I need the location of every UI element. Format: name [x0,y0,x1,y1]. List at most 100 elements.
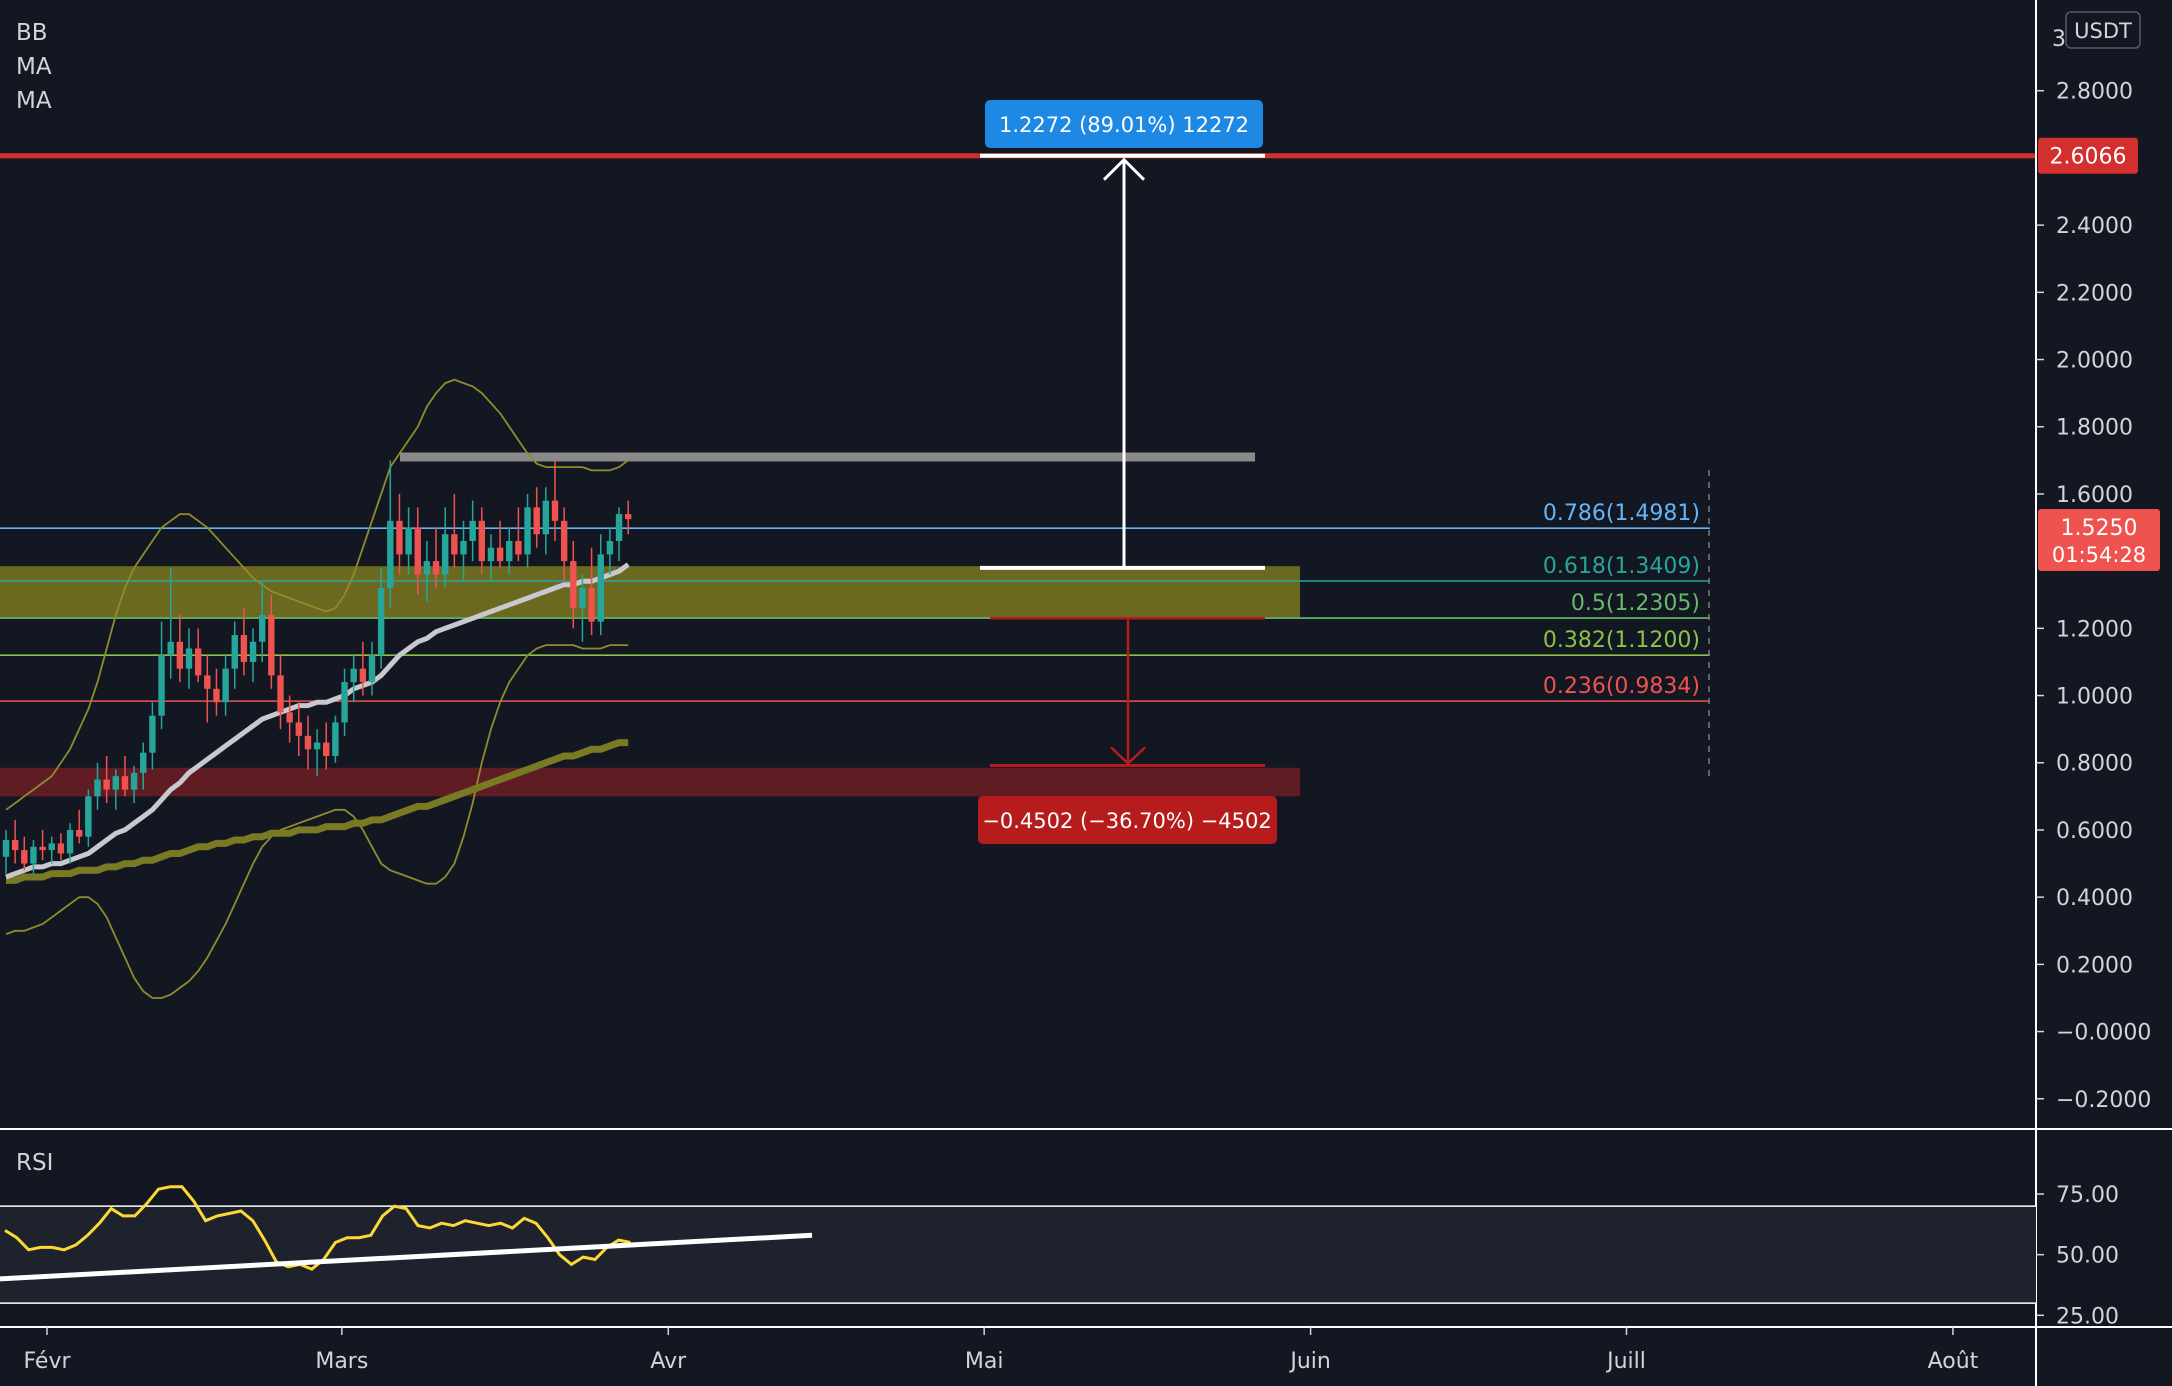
candle [304,715,312,770]
y-tick-label: 0.2000 [2056,953,2133,978]
fibonacci-layer: 0.786(1.4981) 0.618(1.3409) 0.5(1.2305) 0.3… [0,470,1710,780]
candle [11,819,19,864]
candle-body [332,722,339,757]
candle-body [85,796,92,837]
candle-body [140,752,147,773]
x-tick-label: Avr [650,1349,687,1374]
x-tick-label: Juill [1605,1349,1646,1374]
candle-body [615,514,623,541]
y-tick-label: 2.2000 [2056,281,2133,306]
measure-up-label: 1.2272 (89.01%) 12272 [999,113,1249,137]
candle [469,500,476,562]
x-tick-label: Juin [1288,1349,1331,1374]
candle [570,540,577,629]
candle-body [149,715,156,753]
candle-body [524,507,531,555]
candle [57,833,65,861]
candle-body [185,648,193,669]
candle-body [259,614,266,642]
bollinger-bands-layer [5,378,629,999]
x-tick-label: Mai [965,1349,1004,1374]
candle [2,829,10,874]
fib-level-label: 0.236(0.9834) [1543,674,1700,699]
zone-yellow [0,566,1301,619]
indicator-label-ma-2[interactable]: MA [16,88,52,114]
candle-body [11,840,19,851]
bb-lower-band [5,644,629,999]
candle [506,527,513,575]
candle [39,829,46,861]
candle-body [588,588,595,622]
candle-body [66,829,74,854]
candle [341,668,348,736]
indicator-label-rsi[interactable]: RSI [16,1150,53,1176]
candle-body [432,561,440,575]
candle-body [542,500,550,535]
candle [542,487,550,555]
measure-up-badge: 1.2272 (89.01%) 12272 [985,100,1263,148]
candle [524,493,531,568]
candle [167,567,174,679]
resistance-price-label: 2.6066 [2050,145,2127,170]
price-axis[interactable]: 3 2.8000 2.4000 2.2000 2.0000 1.8000 1.6000 1.2… [2036,27,2160,1113]
candle [323,722,330,770]
candle-body [231,635,238,669]
candle-body [368,655,376,683]
candle [76,809,83,844]
candle [185,628,193,689]
candle [222,655,229,716]
candle [377,567,385,669]
candle [396,493,403,575]
candle-body [249,641,257,662]
candle-body [103,779,110,790]
candle [259,581,266,662]
rsi-tick-label: 50.00 [2056,1244,2119,1269]
rsi-band [0,1206,2036,1304]
y-tick-label: 1.8000 [2056,416,2133,441]
candle [533,487,540,548]
candle-body [2,840,10,857]
candle [277,655,284,730]
candle-body [377,588,385,656]
resistance-price-tag [2038,137,2138,174]
x-tick-label: Févr [23,1349,71,1374]
zones-layer [0,566,1301,797]
measure-down-badge-bg [978,796,1277,844]
candle [606,527,614,575]
candle [405,507,412,575]
candle-body [194,648,202,676]
candle-body [121,776,129,790]
ma-slow-line [6,739,629,884]
candle-body [579,588,586,609]
measure-down-arrowhead [1110,746,1146,766]
candle-body [313,742,321,750]
candle-body [176,641,184,669]
y-tick-label: 1.2000 [2056,617,2133,642]
candle-body [387,520,394,589]
x-tick-label: Août [1928,1349,1979,1374]
time-axis[interactable]: Févr Mars Avr Mai Juin Juill Août [23,1327,1979,1374]
indicator-label-ma-1[interactable]: MA [16,54,52,80]
y-tick-label: 2.0000 [2056,349,2133,374]
currency-badge[interactable] [2065,11,2141,49]
candle [231,621,238,689]
candle-body [76,829,83,837]
fib-level-label: 0.382(1.1200) [1543,628,1700,653]
candle-body [560,520,568,562]
candle-body [423,561,431,575]
rsi-axis[interactable]: 75.00 50.00 25.00 [2036,1183,2119,1329]
fib-level-label: 0.618(1.3409) [1543,554,1700,579]
candle-body [515,540,522,555]
candle [249,628,257,683]
candle-body [478,520,485,562]
candles-layer [2,460,632,874]
indicator-label-bb[interactable]: BB [16,20,48,46]
candle [213,668,220,716]
candle [478,507,485,575]
y-tick-label: 0.6000 [2056,819,2133,844]
candle-body [48,843,55,851]
candle [204,655,211,723]
candle-body [204,675,211,689]
